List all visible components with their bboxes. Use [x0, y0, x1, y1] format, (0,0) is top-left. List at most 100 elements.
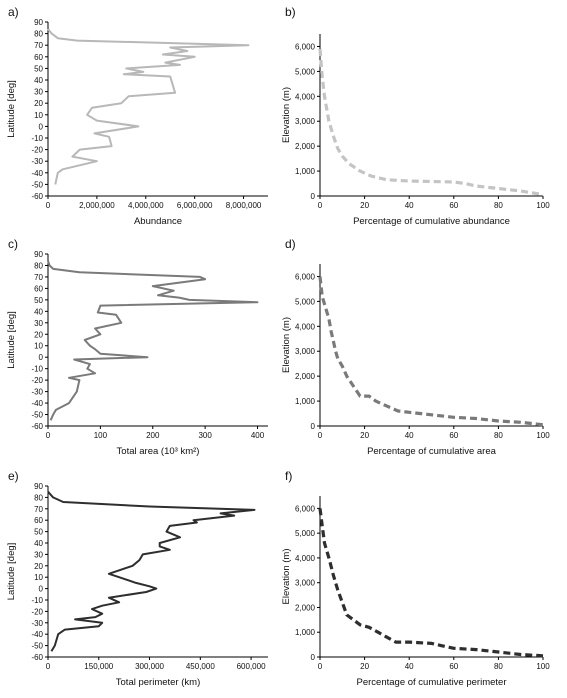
x-tick-label: 60	[449, 662, 458, 671]
y-tick-label: 70	[34, 41, 43, 50]
x-tick-label: 150,000	[84, 662, 113, 671]
y-tick-label: -40	[31, 630, 43, 639]
y-tick-label: 4,000	[295, 92, 316, 101]
x-tick-label: 80	[494, 431, 503, 440]
y-tick-label: 20	[34, 562, 43, 571]
y-tick-label: -30	[31, 388, 43, 397]
x-axis-title: Percentage of cumulative abundance	[353, 216, 510, 227]
y-tick-label: 4,000	[295, 554, 316, 563]
y-tick-label: 1,000	[295, 628, 316, 637]
series-line	[318, 508, 544, 658]
y-tick-label: 80	[34, 30, 43, 39]
x-tick-label: 8,000,000	[226, 201, 262, 210]
panel-d: d) 0 20 40 60 80 100 0 1,000 2,000 3,000 4,000 5,000…	[281, 237, 550, 457]
y-tick-label: 70	[34, 505, 43, 514]
x-axis-title: Total perimeter (km)	[116, 677, 200, 688]
panel-e: e) 0 150,000 300,000 450,000 600,000 -60 -50 -40…	[6, 469, 268, 688]
y-tick-label: 50	[34, 528, 43, 537]
y-tick-label: 40	[34, 76, 43, 85]
y-axis-title: Latitude [deg]	[6, 80, 17, 138]
x-tick-label: 300,000	[135, 662, 164, 671]
y-tick-label: 30	[34, 319, 43, 328]
x-tick-label: 20	[360, 431, 369, 440]
x-tick-label: 0	[318, 201, 323, 210]
y-tick-label: 50	[34, 64, 43, 73]
y-axis-title: Elevation (m)	[281, 549, 292, 605]
y-tick-label: 90	[34, 250, 43, 259]
y-tick-label: -20	[31, 607, 43, 616]
y-tick-label: 30	[34, 88, 43, 97]
y-axis-title: Latitude [deg]	[6, 543, 17, 601]
panel-b: b) 0 20 40 60 80 100 0 1,000 2,000 3,000 4,000 5,000…	[281, 5, 550, 227]
x-tick-label: 0	[46, 431, 51, 440]
y-tick-label: 2,000	[295, 142, 316, 151]
x-tick-label: 0	[46, 662, 51, 671]
y-tick-label: 2,000	[295, 372, 316, 381]
y-tick-label: -10	[31, 596, 43, 605]
y-tick-label: 5,000	[295, 529, 316, 538]
y-tick-label: -60	[31, 653, 43, 662]
y-tick-label: 1,000	[295, 397, 316, 406]
y-tick-label: -30	[31, 157, 43, 166]
panel-a: a) 0 2,000,000 4,000,000 6,000,000 8,000,000 -…	[6, 5, 268, 227]
panel-c: c) 0 100 200 300 400 -60 -50 -40 -30 -20 -10 0 10 20 30…	[6, 237, 268, 457]
y-tick-label: 70	[34, 273, 43, 282]
series-line	[318, 48, 544, 197]
x-tick-label: 300	[198, 431, 212, 440]
y-tick-label: 60	[34, 284, 43, 293]
y-axis-title: Elevation (m)	[281, 317, 292, 373]
x-tick-label: 60	[449, 201, 458, 210]
x-tick-label: 0	[318, 662, 323, 671]
y-tick-label: 6,000	[295, 272, 316, 281]
y-tick-label: 0	[311, 422, 316, 431]
y-tick-label: 1,000	[295, 167, 316, 176]
y-tick-label: -30	[31, 619, 43, 628]
x-tick-label: 60	[449, 431, 458, 440]
y-tick-label: -50	[31, 642, 43, 651]
y-axis-title: Elevation (m)	[281, 87, 292, 143]
x-tick-label: 80	[494, 201, 503, 210]
x-tick-label: 450,000	[186, 662, 215, 671]
y-tick-label: -50	[31, 411, 43, 420]
y-tick-label: 40	[34, 307, 43, 316]
y-tick-label: 10	[34, 342, 43, 351]
x-tick-label: 100	[536, 662, 550, 671]
y-tick-label: 10	[34, 111, 43, 120]
y-tick-label: -40	[31, 169, 43, 178]
y-tick-label: -50	[31, 180, 43, 189]
y-axis-title: Latitude [deg]	[6, 311, 17, 369]
x-tick-label: 80	[494, 662, 503, 671]
x-axis-title: Percentage of cumulative area	[367, 446, 497, 457]
y-tick-label: 3,000	[295, 117, 316, 126]
x-axis-title: Percentage of cumulative perimeter	[357, 677, 507, 688]
series-line	[318, 276, 544, 427]
x-tick-label: 2,000,000	[79, 201, 115, 210]
x-tick-label: 100	[536, 201, 550, 210]
y-tick-label: 5,000	[295, 67, 316, 76]
y-tick-label: 6,000	[295, 504, 316, 513]
x-tick-label: 200	[146, 431, 160, 440]
y-tick-label: 80	[34, 493, 43, 502]
panel-label: a)	[8, 5, 19, 19]
x-tick-label: 400	[251, 431, 265, 440]
y-tick-label: 60	[34, 53, 43, 62]
x-tick-label: 0	[318, 431, 323, 440]
y-tick-label: 20	[34, 330, 43, 339]
panel-label: b)	[285, 5, 296, 19]
y-tick-label: 0	[39, 122, 44, 131]
series-line	[47, 260, 259, 421]
x-tick-label: 40	[405, 201, 414, 210]
x-tick-label: 20	[360, 662, 369, 671]
x-tick-label: 40	[405, 431, 414, 440]
y-tick-label: -10	[31, 134, 43, 143]
x-tick-label: 100	[94, 431, 108, 440]
y-tick-label: -40	[31, 399, 43, 408]
y-tick-label: 3,000	[295, 347, 316, 356]
y-tick-label: -60	[31, 192, 43, 201]
y-tick-label: 4,000	[295, 322, 316, 331]
y-tick-label: 80	[34, 261, 43, 270]
x-tick-label: 600,000	[237, 662, 266, 671]
y-tick-label: -60	[31, 422, 43, 431]
x-tick-label: 6,000,000	[177, 201, 213, 210]
